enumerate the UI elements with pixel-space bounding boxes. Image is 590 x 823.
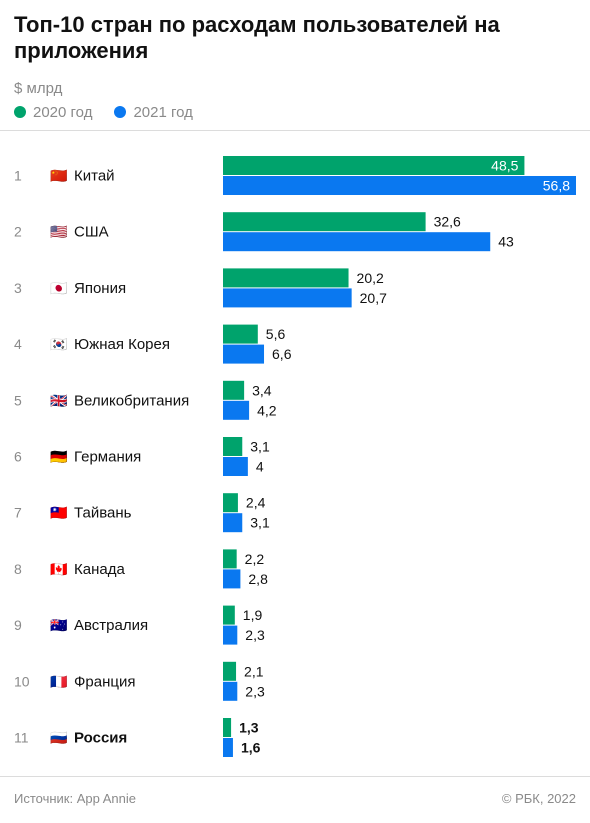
category-label: Китай bbox=[74, 168, 115, 185]
value-label-2021: 3,1 bbox=[250, 515, 270, 531]
value-label-2020: 2,4 bbox=[246, 495, 266, 511]
rank-label: 8 bbox=[14, 561, 22, 577]
bar-2021 bbox=[223, 344, 265, 364]
legend: 2020 год 2021 год bbox=[14, 103, 215, 121]
value-label-2020: 1,3 bbox=[239, 720, 259, 736]
rank-label: 4 bbox=[14, 336, 22, 352]
bar-2020 bbox=[223, 437, 243, 456]
rank-label: 9 bbox=[14, 617, 22, 633]
rank-label: 7 bbox=[14, 505, 22, 521]
value-label-2020: 20,2 bbox=[357, 270, 384, 286]
category-label: Южная Корея bbox=[74, 336, 170, 353]
source-note: Источник: App Annie bbox=[14, 791, 136, 806]
flag-icon: 🇦🇺 bbox=[50, 617, 68, 634]
value-label-2021: 1,6 bbox=[241, 740, 261, 756]
flag-icon: 🇫🇷 bbox=[50, 674, 68, 690]
value-label-2020: 2,1 bbox=[244, 663, 264, 679]
bar-2020 bbox=[223, 549, 237, 569]
category-label: Россия bbox=[74, 730, 127, 747]
flag-icon: 🇹🇼 bbox=[50, 506, 68, 522]
value-label-2020: 1,9 bbox=[243, 607, 263, 623]
rank-label: 10 bbox=[14, 673, 30, 689]
flag-icon: 🇬🇧 bbox=[50, 393, 68, 409]
category-label: Австралия bbox=[74, 617, 148, 634]
bar-2021 bbox=[223, 232, 491, 252]
bar-2021 bbox=[223, 400, 250, 420]
legend-swatch-2020 bbox=[14, 106, 26, 118]
bar-2020 bbox=[223, 156, 525, 175]
value-label-2020: 3,4 bbox=[252, 382, 272, 398]
rank-label: 2 bbox=[14, 224, 22, 240]
rank-label: 5 bbox=[14, 392, 22, 408]
value-label-2020: 48,5 bbox=[491, 158, 518, 174]
bar-2021 bbox=[223, 569, 241, 589]
bar-2020 bbox=[223, 268, 349, 288]
flag-icon: 🇺🇸 bbox=[50, 225, 68, 241]
value-label-2021: 2,3 bbox=[245, 627, 265, 643]
legend-label-2020: 2020 год bbox=[33, 103, 93, 121]
value-label-2021: 4,2 bbox=[257, 402, 277, 418]
value-label-2020: 5,6 bbox=[266, 326, 286, 342]
bar-2021 bbox=[223, 288, 352, 308]
legend-item-2021: 2021 год bbox=[114, 103, 193, 121]
category-label: Великобритания bbox=[74, 392, 189, 409]
bar-2020 bbox=[223, 605, 235, 625]
bar-2020 bbox=[223, 380, 245, 400]
top-divider bbox=[0, 130, 590, 131]
value-label-2021: 4 bbox=[256, 459, 264, 475]
legend-swatch-2021 bbox=[114, 106, 127, 118]
rank-label: 6 bbox=[14, 449, 22, 465]
category-label: США bbox=[74, 224, 109, 241]
bottom-divider bbox=[0, 776, 590, 777]
value-label-2020: 3,1 bbox=[250, 439, 270, 455]
bar-2021 bbox=[223, 738, 233, 757]
category-label: Германия bbox=[74, 449, 141, 466]
rank-label: 11 bbox=[14, 730, 29, 746]
bar-2020 bbox=[223, 324, 258, 344]
value-label-2021: 2,3 bbox=[245, 683, 265, 699]
chart-title: Топ-10 стран по расходам пользователей н… bbox=[14, 12, 500, 63]
category-label: Франция bbox=[74, 673, 135, 690]
category-label: Тайвань bbox=[74, 505, 132, 522]
flag-icon: 🇩🇪 bbox=[50, 450, 68, 466]
value-label-2020: 32,6 bbox=[434, 214, 461, 230]
value-label-2021: 56,8 bbox=[543, 178, 570, 194]
bar-2020 bbox=[223, 212, 426, 232]
bar-2021 bbox=[223, 513, 243, 533]
rank-label: 3 bbox=[14, 280, 22, 296]
value-label-2020: 2,2 bbox=[245, 551, 265, 567]
bar-2020 bbox=[223, 661, 237, 681]
value-label-2021: 20,7 bbox=[360, 290, 387, 306]
category-label: Канада bbox=[74, 561, 125, 578]
bar-2021 bbox=[223, 457, 248, 476]
bar-2020 bbox=[223, 718, 232, 737]
copyright-note: © РБК, 2022 bbox=[501, 791, 576, 806]
unit-label: $ млрд bbox=[14, 80, 63, 97]
legend-label-2021: 2021 год bbox=[133, 103, 193, 121]
flag-icon: 🇨🇦 bbox=[50, 562, 68, 578]
value-label-2021: 2,8 bbox=[248, 571, 268, 587]
bar-2021 bbox=[223, 176, 576, 195]
flag-icon: 🇨🇳 bbox=[50, 169, 68, 185]
flag-icon: 🇷🇺 bbox=[50, 731, 68, 747]
legend-item-2020: 2020 год bbox=[14, 104, 92, 121]
flag-icon: 🇰🇷 bbox=[50, 337, 68, 353]
flag-icon: 🇯🇵 bbox=[50, 281, 68, 297]
bar-2021 bbox=[223, 681, 238, 701]
rank-label: 1 bbox=[14, 168, 22, 184]
value-label-2021: 43 bbox=[498, 234, 514, 250]
bar-2020 bbox=[223, 493, 238, 513]
category-label: Япония bbox=[74, 280, 126, 297]
value-label-2021: 6,6 bbox=[272, 346, 292, 362]
bar-2021 bbox=[223, 625, 238, 645]
